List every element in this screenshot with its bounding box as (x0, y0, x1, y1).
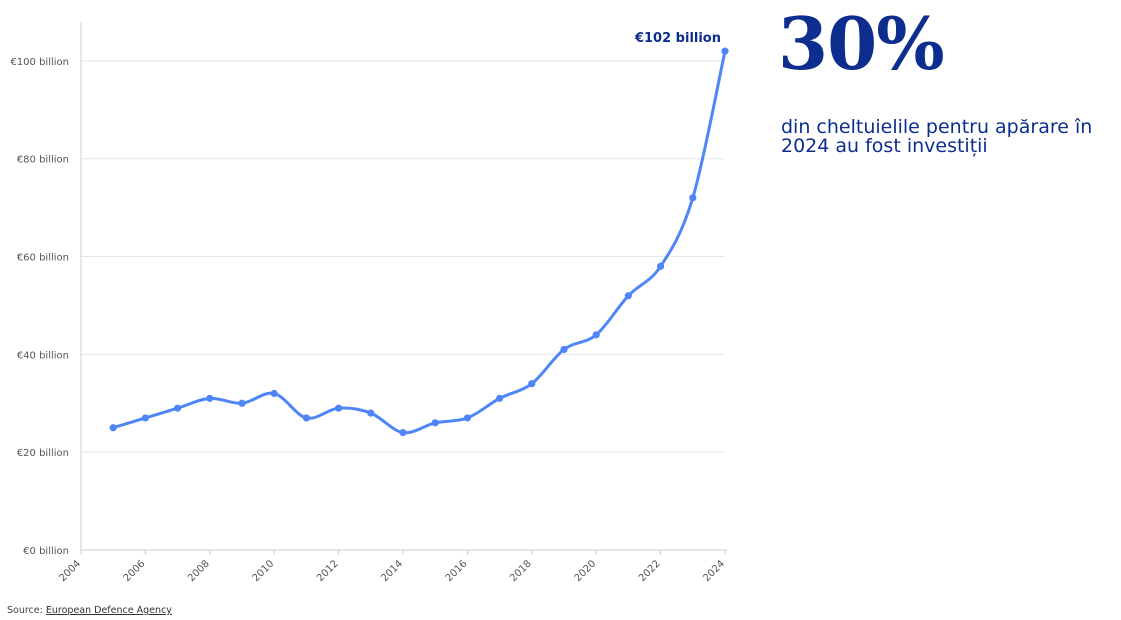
data-points (109, 47, 729, 437)
series-line (111, 49, 727, 435)
data-point[interactable] (238, 399, 246, 407)
data-point[interactable] (206, 394, 214, 402)
headline-description: din cheltuielile pentru apărare în 2024 … (781, 116, 1093, 157)
x-tick-label: 2018 (508, 558, 534, 584)
y-tick-label: €20 billion (17, 448, 69, 459)
x-tick-label: 2008 (186, 558, 212, 584)
data-point[interactable] (463, 414, 471, 422)
data-point[interactable] (367, 409, 375, 417)
x-tick-label: 2004 (57, 558, 83, 584)
headline-stat: 30% (778, 1, 945, 86)
y-tick-label: €0 billion (23, 546, 69, 557)
axes (80, 22, 727, 555)
y-tick-label: €80 billion (17, 155, 69, 166)
x-tick-label: 2014 (379, 558, 405, 584)
data-point[interactable] (335, 404, 343, 412)
data-point[interactable] (496, 394, 504, 402)
x-tick-label: 2006 (122, 558, 148, 584)
data-point[interactable] (399, 429, 407, 437)
source-prefix: Source: (7, 605, 43, 616)
data-point[interactable] (270, 389, 278, 398)
x-tick-label: 2012 (315, 558, 341, 584)
series-line-layer (111, 49, 727, 435)
x-tick-label: 2016 (444, 558, 470, 584)
x-tick-label: 2020 (573, 558, 599, 584)
data-point[interactable] (109, 424, 117, 432)
data-point[interactable] (174, 404, 182, 412)
data-point[interactable] (431, 419, 439, 427)
y-tick-label: €40 billion (17, 350, 69, 361)
data-point[interactable] (592, 331, 600, 339)
data-point[interactable] (560, 345, 568, 354)
data-label: €102 billion (634, 31, 721, 46)
y-tick-label: €60 billion (17, 253, 69, 264)
data-point[interactable] (657, 262, 665, 270)
x-tick-label: 2024 (701, 558, 727, 584)
data-point[interactable] (721, 47, 729, 55)
data-point[interactable] (528, 380, 536, 388)
gridlines (81, 60, 725, 453)
data-point[interactable] (689, 194, 697, 202)
x-tick-label: 2010 (251, 558, 277, 584)
source-note: Source: European Defence Agency (7, 605, 172, 616)
data-point[interactable] (302, 414, 310, 422)
y-tick-label: €100 billion (10, 57, 69, 68)
data-point[interactable] (624, 292, 633, 300)
source-link[interactable]: European Defence Agency (45, 605, 172, 616)
data-point[interactable] (141, 414, 149, 422)
x-tick-label: 2022 (637, 558, 663, 584)
